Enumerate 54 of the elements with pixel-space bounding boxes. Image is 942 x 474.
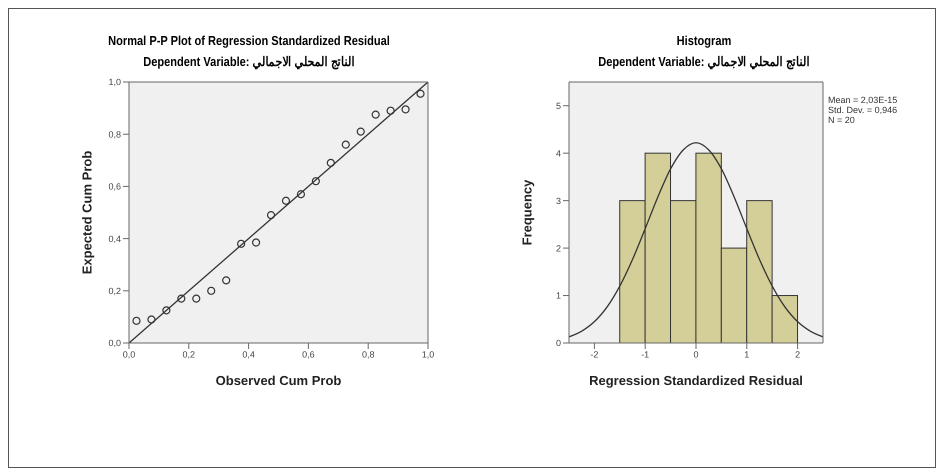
x-tick-label: 1 bbox=[744, 349, 750, 360]
x-tick-label: 0 bbox=[693, 349, 699, 360]
text: N = 20 bbox=[828, 115, 856, 125]
y-tick-label: 3 bbox=[556, 196, 561, 206]
x-tick-label: 0,0 bbox=[122, 349, 136, 360]
point bbox=[386, 106, 395, 115]
point bbox=[192, 294, 200, 303]
x-tick-label: -2 bbox=[590, 349, 598, 360]
text: Std. Dev. = 0,946 bbox=[828, 105, 898, 115]
y-tick-label: 0,0 bbox=[108, 338, 121, 348]
y-tick-label: 4 bbox=[556, 148, 561, 158]
x-tick-label: 2 bbox=[795, 349, 800, 360]
point bbox=[222, 276, 230, 284]
point bbox=[401, 105, 410, 114]
chart-subtitle: Dependent Variable: الناتج المحلي الاجمالي bbox=[597, 54, 811, 69]
point bbox=[356, 127, 365, 136]
x-axis-title: Regression Standardized Residual bbox=[589, 373, 803, 388]
x-tick-label: 0,4 bbox=[242, 349, 255, 360]
y-tick-label: 0,2 bbox=[108, 286, 121, 296]
point bbox=[342, 140, 350, 149]
x-tick-label: -1 bbox=[641, 349, 650, 360]
y-tick-label: 1 bbox=[556, 290, 561, 301]
x-tick-label: 0,8 bbox=[362, 349, 374, 360]
point bbox=[326, 158, 335, 168]
y-axis-title: Expected Cum Prob bbox=[80, 150, 95, 274]
y-tick-label: 1,0 bbox=[108, 77, 121, 88]
point bbox=[147, 315, 156, 324]
text: Mean = 2,03E-15 bbox=[828, 95, 898, 105]
point bbox=[252, 238, 260, 247]
point bbox=[237, 240, 246, 248]
y-tick-label: 0 bbox=[556, 338, 561, 348]
y-tick-label: 2 bbox=[556, 243, 561, 254]
y-tick-label: 0,8 bbox=[108, 129, 121, 140]
point bbox=[177, 294, 186, 303]
x-tick-label: 0,6 bbox=[302, 349, 315, 360]
chart-subtitle: Dependent Variable: الناتج المحلي الاجمالي bbox=[142, 54, 356, 69]
y-tick-label: 5 bbox=[556, 100, 561, 111]
y-tick-label: 0,4 bbox=[108, 234, 121, 244]
x-axis-title: Observed Cum Prob bbox=[216, 373, 342, 388]
point bbox=[416, 90, 425, 98]
y-tick-label: 0,6 bbox=[108, 182, 121, 192]
y-axis-title: Frequency bbox=[520, 178, 535, 246]
point bbox=[162, 306, 170, 314]
point bbox=[296, 190, 306, 198]
point bbox=[266, 211, 276, 220]
point bbox=[312, 177, 320, 186]
x-tick-label: 1,0 bbox=[422, 349, 434, 360]
point bbox=[282, 196, 290, 205]
point bbox=[132, 316, 141, 325]
point bbox=[372, 110, 380, 119]
chart-title: Normal P-P Plot of Regression Standardized Residual bbox=[107, 33, 391, 48]
point bbox=[207, 286, 216, 295]
chart-title: Histogram bbox=[676, 33, 732, 48]
x-tick-label: 0,2 bbox=[182, 349, 196, 360]
